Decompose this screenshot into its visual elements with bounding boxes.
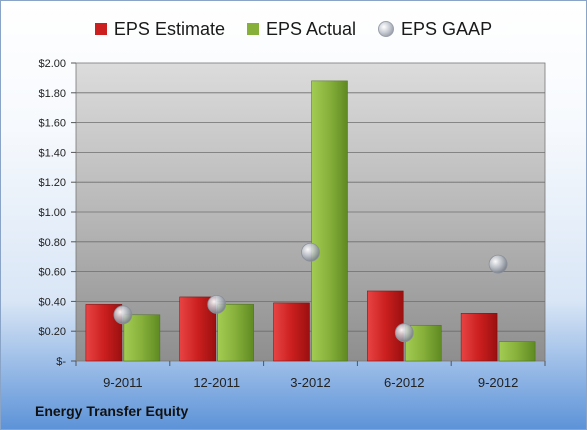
x-tick-label: 12-2011 [193, 375, 240, 390]
legend-label-estimate: EPS Estimate [113, 18, 225, 39]
marker-gaap-6-2012 [394, 323, 414, 343]
marker-gaap-12-2011 [207, 294, 227, 314]
bar-estimate-3-2012 [273, 302, 310, 362]
bar-estimate-6-2012 [367, 290, 404, 362]
legend-label-actual: EPS Actual [265, 18, 357, 39]
y-tick-label: $1.00 [38, 207, 66, 219]
legend-swatch-actual [246, 23, 259, 35]
y-tick-label: $0.20 [38, 326, 66, 338]
company-name: Energy Transfer Equity [35, 403, 189, 419]
y-axis-ticks: $- $0.20 $0.40 $0.60 $0.80 $1.00 $1.20 $1.40 $1.… [38, 58, 76, 368]
y-tick-label: $0.80 [38, 237, 66, 249]
legend-item-actual: EPS Actual [246, 18, 357, 40]
legend-item-gaap: EPS GAAP [378, 19, 492, 40]
bar-actual-3-2012 [311, 80, 348, 362]
marker-gaap-3-2012 [301, 242, 320, 262]
bar-actual-12-2011 [217, 304, 254, 362]
chart-legend: EPS Estimate EPS Actual EPS GAAP [1, 17, 586, 41]
x-tick-label: 9-2011 [103, 375, 143, 390]
legend-swatch-estimate [94, 23, 107, 35]
x-tick-label: 6-2012 [384, 375, 424, 390]
y-tick-label: $2.00 [38, 58, 66, 70]
y-tick-label: $1.80 [38, 88, 66, 100]
legend-label-gaap: EPS GAAP [401, 18, 493, 39]
bar-actual-9-2011 [123, 314, 161, 362]
x-tick-label: 3-2012 [290, 375, 330, 390]
y-tick-label: $0.40 [38, 296, 66, 308]
marker-gaap-9-2011 [113, 305, 133, 325]
gaap-markers [113, 242, 508, 343]
legend-item-estimate: EPS Estimate [94, 18, 225, 40]
y-tick-label: $- [56, 356, 66, 368]
y-tick-label: $1.20 [38, 177, 66, 189]
x-tick-label: 9-2012 [478, 375, 518, 390]
y-tick-label: $1.60 [38, 118, 66, 130]
marker-gaap-9-2012 [488, 254, 508, 274]
y-tick-label: $0.60 [38, 267, 66, 279]
y-tick-label: $1.40 [38, 147, 66, 159]
bar-estimate-9-2012 [460, 313, 498, 362]
legend-swatch-gaap [378, 21, 395, 37]
x-axis-ticks: 9-2011 12-2011 3-2012 6-2012 9-2012 [75, 361, 546, 390]
bar-actual-9-2012 [498, 341, 536, 362]
